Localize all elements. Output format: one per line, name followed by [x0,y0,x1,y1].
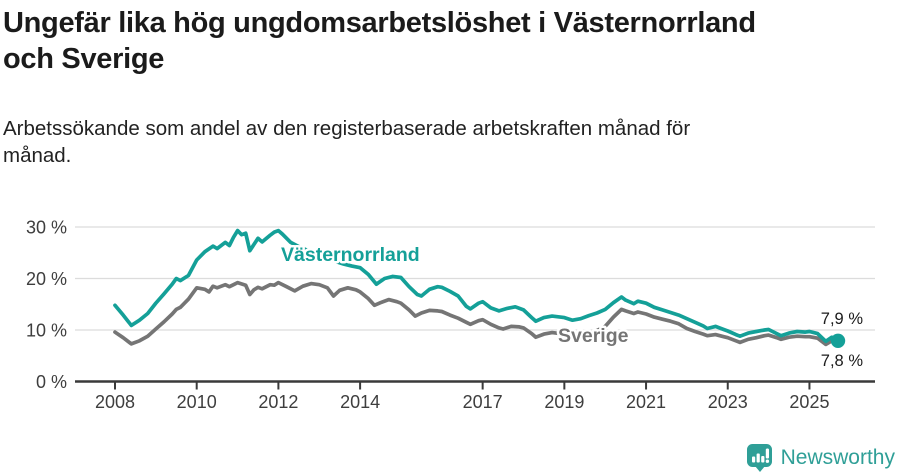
chart-subtitle-line-2: månad. [3,144,72,167]
x-axis-label: 2014 [340,392,380,412]
end-value-label-vasternorrland: 7,9 % [821,310,864,328]
series-line-sverige [113,280,840,347]
bar-chart-speech-bubble-icon [746,444,772,472]
y-axis-label: 10 % [26,321,67,341]
y-axis-label: 0 % [36,372,67,392]
end-value-label-sverige: 7,8 % [821,352,864,370]
x-axis-label: 2019 [544,392,584,412]
x-axis-label: 2017 [463,392,503,412]
y-axis-label: 30 % [26,218,67,238]
series-end-dot [830,333,846,348]
x-axis-label: 2010 [177,392,217,412]
x-axis-label: 2021 [626,392,666,412]
x-axis-label: 2023 [708,392,748,412]
series-label-vasternorrland: Västernorrland [281,244,420,266]
x-axis-label: 2025 [789,392,829,412]
page-title: Ungefär lika hög ungdomsarbetslöshet i V… [3,5,893,77]
x-axis-label: 2012 [258,392,298,412]
page-title-line-1: Ungefär lika hög ungdomsarbetslöshet i V… [3,7,756,39]
chart-subtitle: Arbetssökande som andel av den registerb… [3,115,823,169]
x-axis-label: 2008 [95,392,135,412]
series-label-sverige: Sverige [558,325,629,347]
chart-subtitle-line-1: Arbetssökande som andel av den registerb… [3,117,691,140]
series-line-vasternorrland [113,228,840,344]
y-axis-label: 20 % [26,269,67,289]
newsworthy-logo: Newsworthy [746,444,895,472]
page-title-line-2: och Sverige [3,43,165,75]
newsworthy-wordmark: Newsworthy [780,446,895,469]
